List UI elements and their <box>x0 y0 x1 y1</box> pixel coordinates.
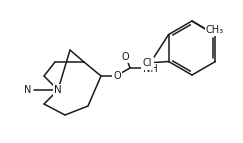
Text: N: N <box>54 85 62 95</box>
Text: O: O <box>121 52 129 62</box>
Text: N: N <box>54 85 62 95</box>
Text: Cl: Cl <box>143 58 152 68</box>
Text: CH₃: CH₃ <box>206 25 224 35</box>
Text: N: N <box>24 85 32 95</box>
Text: NH: NH <box>143 64 157 74</box>
Text: O: O <box>113 71 121 81</box>
